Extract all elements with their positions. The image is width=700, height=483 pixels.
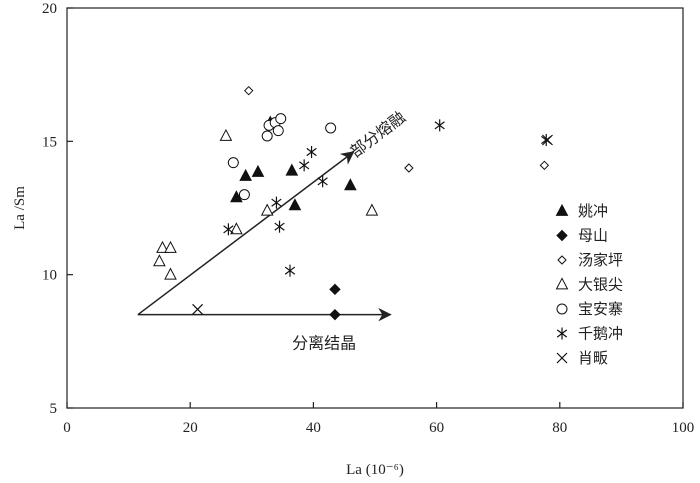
data-point [192,303,204,315]
annotation-partial-melting: 部分熔融 [346,107,409,161]
data-point [164,267,177,280]
series-3 [153,128,379,280]
legend-label: 肖畈 [578,349,608,367]
legend-marker [557,255,567,265]
data-point [298,159,310,172]
data-points [153,85,553,321]
data-point [344,178,357,191]
data-point [284,264,296,277]
data-point [317,175,328,188]
data-point [156,240,169,253]
data-point [306,146,317,158]
series-5 [223,119,552,277]
series-2 [244,85,550,173]
x-tick-label: 60 [429,420,444,436]
data-point [285,163,299,176]
legend-marker [556,352,568,364]
x-tick-label: 20 [183,420,198,436]
data-point [230,222,243,235]
data-point [325,122,337,134]
trend-arrow [137,151,355,316]
data-point [227,157,239,169]
x-axis-label: La (10⁻⁶) [346,462,404,478]
data-point [274,220,285,233]
data-point [275,113,287,125]
legend-label: 千鹅冲 [578,325,623,343]
y-tick-label: 5 [50,401,58,417]
data-point [260,203,274,216]
data-point [239,168,252,181]
data-point [219,128,233,141]
data-point [271,196,282,209]
y-tick-label: 10 [42,268,57,284]
legend-marker [556,229,568,242]
data-point [434,119,445,132]
data-point [244,85,254,96]
legend-label: 母山 [578,227,608,245]
data-point [223,223,234,236]
data-point [164,240,177,253]
series-6 [192,134,553,315]
annotation-fractional-crystallization: 分离结晶 [292,334,356,353]
legend-label: 姚冲 [578,202,608,220]
legend-marker [556,327,568,340]
data-point [539,160,550,171]
legend-label: 大银尖 [578,276,623,294]
legend-marker [555,277,569,290]
data-point [272,125,284,137]
x-tick-label: 40 [306,420,321,436]
plot-border [66,7,684,409]
data-point [365,203,379,216]
axis-ticks: 0 20 40 60 80 100 5 10 15 20 [42,1,694,436]
y-tick-label: 15 [42,134,57,150]
data-point [251,164,265,177]
y-tick-label: 20 [42,1,57,17]
data-point [153,254,166,267]
data-point [404,163,414,173]
data-point [542,134,553,146]
legend-label: 宝安寨 [578,300,623,318]
y-axis-label: La /Sm [12,186,28,230]
x-tick-label: 0 [63,420,71,436]
x-tick-label: 80 [552,420,567,436]
legend-marker [556,303,568,315]
x-tick-label: 100 [672,420,695,436]
data-point [230,190,243,203]
data-point [238,189,250,201]
plot-frame [66,7,684,409]
data-point [329,283,341,296]
series-4 [227,113,337,201]
data-point [288,198,302,211]
data-point [261,130,273,142]
legend-marker [555,203,569,216]
legend-label: 汤家坪 [578,251,623,269]
data-point [329,308,341,321]
